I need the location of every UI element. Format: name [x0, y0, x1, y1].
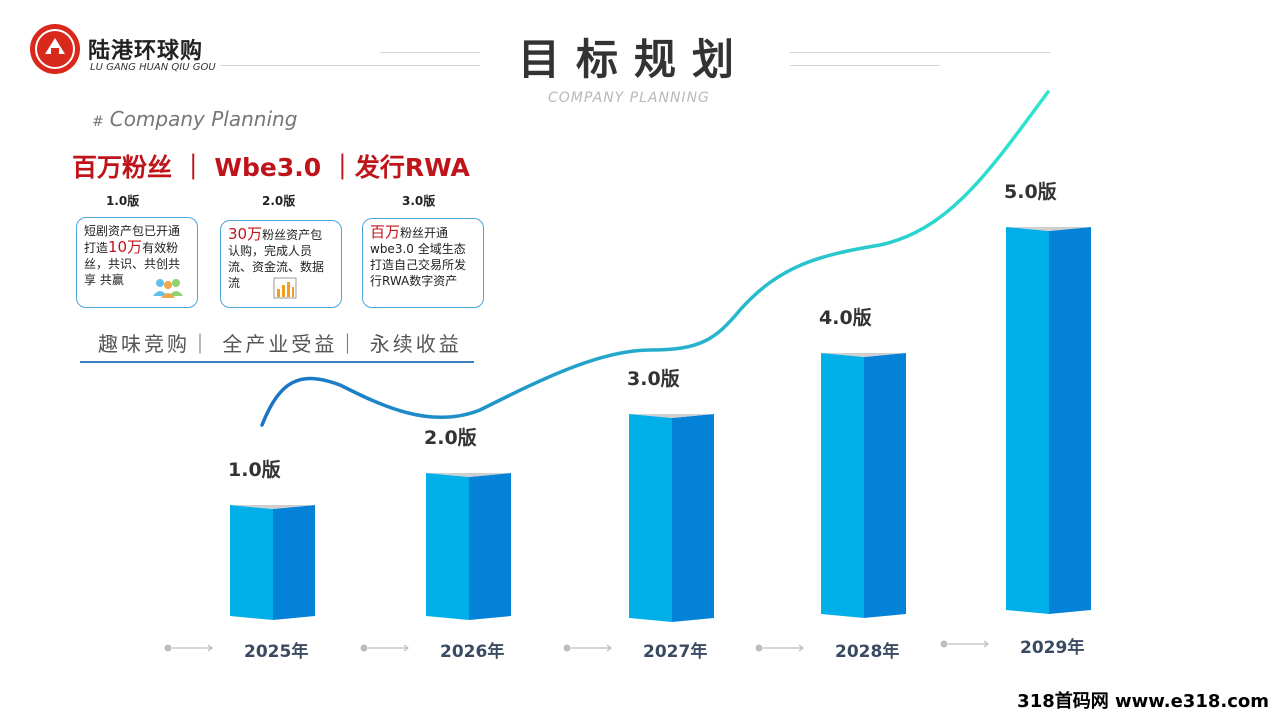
- section-heading-text: Company Planning: [109, 107, 298, 131]
- card-3-version: 3.0版: [402, 194, 436, 208]
- bar-1: [230, 505, 315, 620]
- bar-front-5: [1006, 227, 1049, 614]
- bar-side-5: [1049, 227, 1091, 614]
- section-heading: # Company Planning: [92, 107, 297, 131]
- version-card-2: 30万粉丝资产包认购，完成人员流、资金流、数据流: [220, 220, 342, 308]
- timeline-arrow-2: [360, 644, 409, 652]
- growth-curve: [260, 90, 1050, 427]
- card-3-text-b: 粉丝开通wbe3.0 全域生态打造自己交易所发行RWA数字资产: [370, 226, 467, 288]
- bar-4: [821, 353, 906, 618]
- bar-top-3: [629, 414, 714, 418]
- brand-name-en: LU GANG HUAN QIU GOU: [90, 62, 216, 73]
- year-label-5: 2029年: [1020, 638, 1085, 658]
- version-card-1: 短剧资产包已开通打造10万有效粉丝，共识、共创共享 共赢: [76, 217, 198, 308]
- brand-logo-icon: [30, 24, 80, 74]
- timeline-arrow-4: [755, 644, 804, 652]
- headline: 百万粉丝 ｜ Wbe3.0 ｜发行RWA: [72, 153, 470, 182]
- bar-top-2: [426, 473, 511, 477]
- card-1-text-b: 有效粉丝，共识、共创共享 共赢: [84, 241, 181, 287]
- title-divider-right: [790, 52, 1050, 53]
- card-3-highlight: 百万: [370, 223, 401, 241]
- bar-side-2: [469, 473, 511, 620]
- bar-label-1: 1.0版: [228, 459, 281, 481]
- bar-label-4: 4.0版: [819, 307, 872, 329]
- card-2-version: 2.0版: [262, 194, 296, 208]
- timeline-arrow-5: [940, 640, 989, 648]
- bar-front-1: [230, 505, 273, 620]
- bar-2: [426, 473, 511, 620]
- year-label-3: 2027年: [643, 642, 708, 662]
- title-divider-left: [380, 52, 480, 53]
- year-label-4: 2028年: [835, 642, 900, 662]
- people-icon: [153, 279, 183, 298]
- timeline-arrows: [164, 640, 989, 652]
- page-title: 目标规划: [518, 35, 751, 84]
- bars-group: [230, 227, 1091, 622]
- bar-top-4: [821, 353, 906, 357]
- card-2-text-b: 粉丝资产包认购，完成人员流、资金流、数据流: [228, 228, 325, 290]
- title-underline-right: [790, 65, 940, 66]
- bar-front-2: [426, 473, 469, 620]
- bar-front-3: [629, 414, 672, 622]
- watermark: 318首码网 www.e318.com: [1017, 691, 1269, 712]
- card-1-highlight: 10万: [108, 238, 143, 256]
- bar-front-4: [821, 353, 864, 618]
- bar-top-1: [230, 505, 315, 509]
- bar-5: [1006, 227, 1091, 614]
- bar-side-4: [864, 353, 906, 618]
- bar-side-3: [672, 414, 714, 622]
- slogan: 趣味竞购｜ 全产业受益｜ 永续收益: [98, 332, 462, 356]
- version-card-3: 百万粉丝开通wbe3.0 全域生态打造自己交易所发行RWA数字资产: [362, 218, 484, 308]
- card-2-highlight: 30万: [228, 225, 263, 243]
- bar-side-1: [273, 505, 315, 620]
- bar-label-5: 5.0版: [1004, 181, 1057, 203]
- bar-top-5: [1006, 227, 1091, 231]
- page-subtitle: COMPANY PLANNING: [548, 90, 710, 106]
- brand-name: 陆港环球购: [88, 39, 204, 64]
- timeline-arrow-3: [563, 644, 612, 652]
- slogan-underline: [80, 361, 474, 363]
- card-1-text-a: 短剧资产包已开通打造: [84, 224, 181, 255]
- bar-chart-icon: [273, 277, 297, 299]
- bar-label-3: 3.0版: [627, 368, 680, 390]
- year-label-2: 2026年: [440, 642, 505, 662]
- title-underline-left: [220, 65, 480, 66]
- hash-mark: #: [92, 114, 104, 130]
- year-label-1: 2025年: [244, 642, 309, 662]
- bar-label-2: 2.0版: [424, 427, 477, 449]
- timeline-arrow-1: [164, 644, 213, 652]
- card-1-version: 1.0版: [106, 194, 140, 208]
- bar-3: [629, 414, 714, 622]
